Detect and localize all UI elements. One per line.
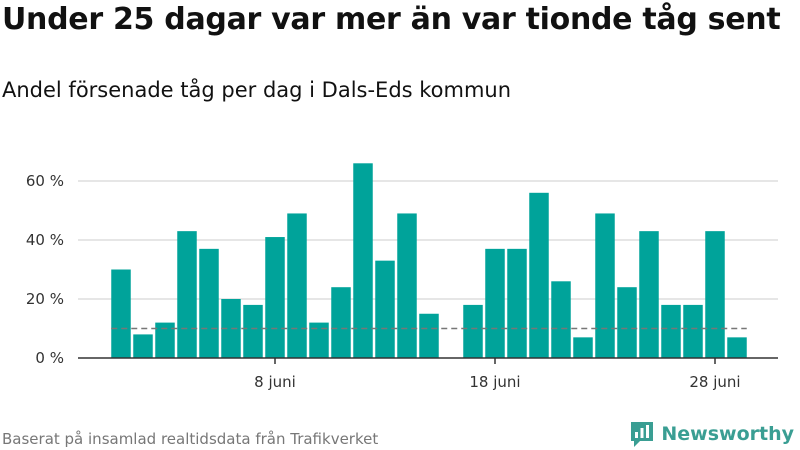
bar	[705, 231, 725, 358]
bar	[573, 337, 593, 358]
bar	[111, 269, 131, 358]
bar	[551, 281, 571, 358]
bar	[661, 304, 681, 358]
bars	[111, 163, 747, 358]
bar	[397, 213, 417, 358]
bar	[353, 163, 373, 358]
bar	[309, 322, 329, 358]
bar	[155, 322, 175, 358]
chart-title: Under 25 dagar var mer än var tionde tåg…	[2, 2, 781, 37]
brand-name: Newsworthy	[661, 423, 794, 445]
bar	[331, 287, 351, 358]
bar	[375, 260, 395, 358]
bar	[683, 304, 703, 358]
bar-chart-speech-bubble-icon	[631, 422, 654, 447]
bar	[221, 299, 241, 358]
source-note: Baserat på insamlad realtidsdata från Tr…	[2, 430, 379, 448]
y-tick-label: 0 %	[35, 349, 64, 367]
bar	[595, 213, 615, 358]
y-axis-tick-labels: 0 % 20 % 40 % 60 %	[26, 172, 64, 367]
y-tick-label: 60 %	[26, 172, 64, 190]
bar	[485, 248, 505, 358]
bar	[419, 313, 439, 358]
y-tick-label: 40 %	[26, 231, 64, 249]
bar	[727, 337, 747, 358]
bar	[243, 304, 263, 358]
bar	[507, 248, 527, 358]
bar-chart: 0 % 20 % 40 % 60 % 8 juni 18 juni 28 juni	[26, 163, 778, 391]
bar	[177, 231, 197, 358]
x-tick-label: 8 juni	[254, 373, 296, 391]
brand-logo: Newsworthy	[629, 420, 794, 448]
bar	[133, 334, 153, 358]
bar	[463, 304, 483, 358]
bar	[199, 248, 219, 358]
bar	[617, 287, 637, 358]
bar	[265, 237, 285, 358]
x-tick-label: 28 juni	[689, 373, 740, 391]
bar	[287, 213, 307, 358]
bar	[639, 231, 659, 358]
x-axis-ticks: 8 juni 18 juni 28 juni	[254, 358, 741, 391]
y-tick-label: 20 %	[26, 290, 64, 308]
bar	[529, 192, 549, 358]
x-tick-label: 18 juni	[469, 373, 520, 391]
chart-subtitle: Andel försenade tåg per dag i Dals-Eds k…	[2, 78, 512, 102]
